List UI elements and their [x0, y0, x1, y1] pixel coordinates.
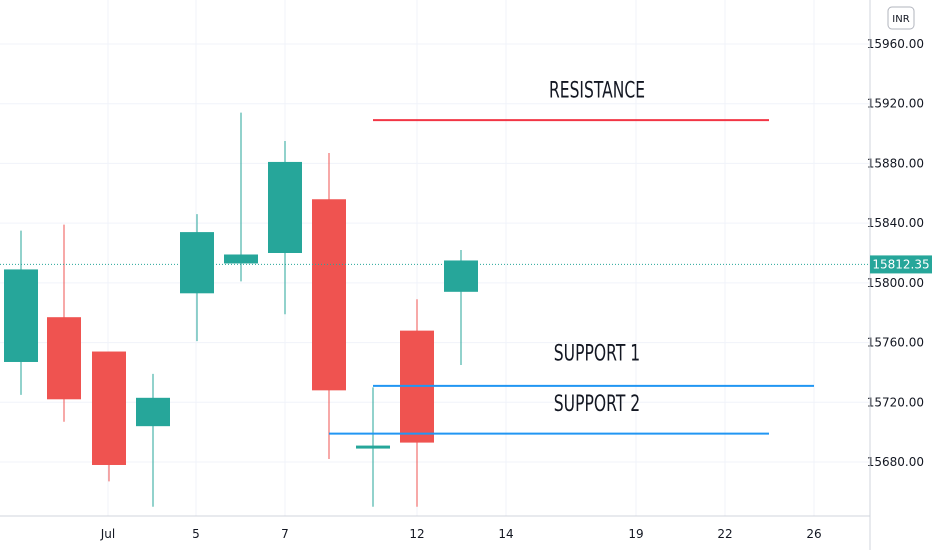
candle-up [268, 141, 302, 315]
candle-body [4, 269, 38, 362]
x-tick-label: 19 [628, 527, 643, 541]
candle-body [47, 317, 81, 400]
candle-up [136, 373, 170, 507]
candle-up [224, 112, 258, 282]
y-tick-label: 15720.00 [867, 395, 924, 409]
candles [4, 112, 478, 507]
candle-body [312, 199, 346, 391]
y-tick-label: 15960.00 [867, 37, 924, 51]
current-price-label: 15812.35 [872, 257, 929, 271]
y-tick-label: 15760.00 [867, 336, 924, 350]
x-tick-label: Jul [100, 527, 115, 541]
candle-up [180, 214, 214, 342]
x-tick-label: 7 [281, 527, 289, 541]
grid-lines [0, 0, 870, 516]
candle-body [444, 260, 478, 292]
candle-body [268, 161, 302, 253]
x-tick-label: 14 [498, 527, 513, 541]
level-label: SUPPORT 2 [554, 392, 640, 417]
candle-up [444, 250, 478, 365]
level-label: RESISTANCE [549, 79, 645, 104]
y-tick-label: 15840.00 [867, 216, 924, 230]
currency-badge[interactable]: INR [887, 6, 915, 30]
x-tick-label: 12 [409, 527, 424, 541]
level-label: SUPPORT 1 [554, 341, 640, 366]
candle-up [356, 387, 390, 507]
candle-body [224, 254, 258, 264]
candle-down [47, 224, 81, 422]
level-lines: RESISTANCE SUPPORT 1 SUPPORT 2 [329, 79, 814, 435]
y-tick-label: 15800.00 [867, 276, 924, 290]
candle-body [92, 351, 126, 465]
candle-down [312, 152, 346, 460]
y-tick-label: 15920.00 [867, 97, 924, 111]
y-tick-label: 15880.00 [867, 156, 924, 170]
candle-down [92, 351, 126, 482]
candle-body [356, 445, 390, 449]
candle-body [136, 397, 170, 427]
currency-label: INR [892, 14, 909, 25]
x-tick-label: 5 [192, 527, 200, 541]
x-tick-label: 26 [806, 527, 821, 541]
y-tick-label: 15680.00 [867, 455, 924, 469]
candle-body [180, 232, 214, 294]
current-price-badge: 15812.35 [870, 255, 932, 274]
x-tick-label: 22 [717, 527, 732, 541]
candle-up [4, 230, 38, 395]
candle-down [400, 299, 434, 507]
